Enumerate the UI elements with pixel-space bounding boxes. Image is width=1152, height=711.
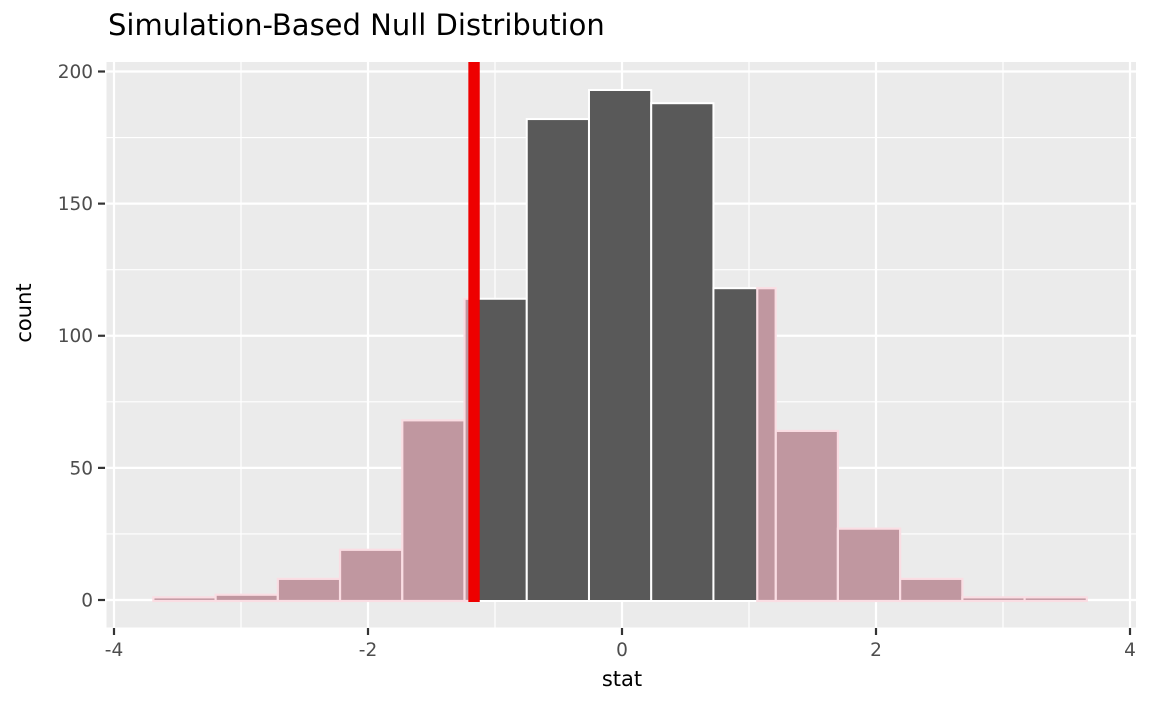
chart-title: Simulation-Based Null Distribution	[108, 8, 605, 42]
x-tick-label: -4	[105, 640, 123, 661]
x-tick-label: -2	[359, 640, 377, 661]
shaded-tail-bar	[401, 419, 466, 603]
shade-overlay-bar	[756, 287, 777, 603]
y-tick-label: 150	[58, 194, 93, 215]
x-tick-label: 2	[870, 640, 882, 661]
histogram-bar	[525, 118, 590, 602]
observed-stat-line	[468, 62, 480, 602]
shaded-tail-bar	[214, 593, 279, 603]
shaded-tail-bar	[338, 548, 404, 603]
shaded-tail-bar	[774, 429, 839, 603]
shaded-tail-bar	[899, 577, 964, 603]
histogram-bar	[650, 102, 715, 603]
x-tick-label: 0	[616, 640, 628, 661]
shaded-tail-bar	[1023, 596, 1088, 603]
shaded-tail-bar	[836, 527, 902, 603]
x-axis-title: stat	[601, 667, 643, 691]
shaded-tail-bar	[152, 596, 217, 603]
x-tick-label: 4	[1124, 640, 1136, 661]
y-tick-label: 0	[81, 590, 93, 611]
histogram-bar	[587, 88, 653, 602]
y-tick-label: 50	[69, 458, 93, 479]
shaded-tail-bar	[961, 596, 1026, 603]
y-tick-label: 200	[58, 62, 93, 83]
y-tick-label: 100	[58, 326, 93, 347]
shaded-tail-bar	[276, 577, 342, 603]
